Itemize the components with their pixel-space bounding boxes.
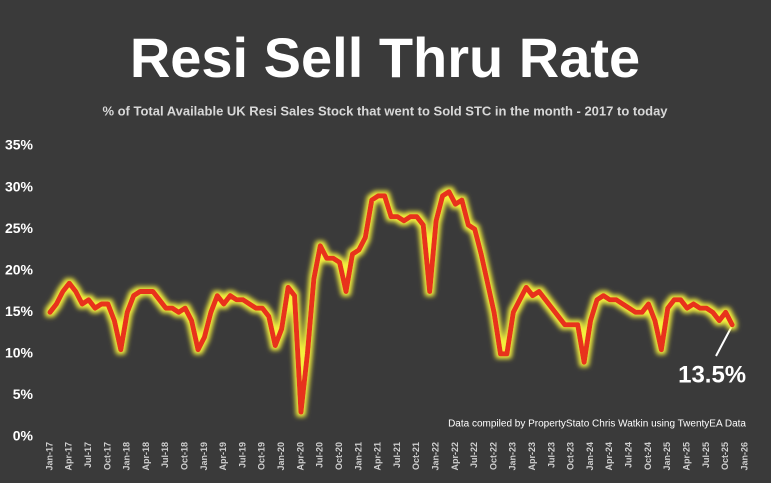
x-tick-label: Apr-24	[604, 442, 614, 471]
y-tick-label: 0%	[13, 428, 34, 444]
x-tick-label: Oct-23	[566, 442, 576, 470]
x-tick-label: Apr-23	[527, 442, 537, 471]
x-tick-label: Jan-21	[353, 442, 363, 471]
chart-subtitle: % of Total Available UK Resi Sales Stock…	[102, 103, 668, 118]
x-tick-label: Apr-18	[141, 442, 151, 471]
x-tick-label: Jul-19	[237, 442, 247, 468]
value-label: 13.5%	[678, 361, 746, 388]
x-tick-label: Oct-22	[488, 442, 498, 470]
x-tick-label: Oct-19	[257, 442, 267, 470]
x-tick-label: Jul-23	[546, 442, 556, 468]
x-tick-label: Oct-24	[643, 442, 653, 470]
x-tick-label: Jul-20	[315, 442, 325, 468]
y-tick-label: 30%	[5, 178, 34, 194]
x-tick-label: Oct-17	[102, 442, 112, 470]
x-tick-label: Jan-25	[662, 442, 672, 471]
x-tick-label: Oct-21	[411, 442, 421, 470]
x-tick-label: Apr-20	[295, 442, 305, 471]
x-tick-label: Jan-26	[739, 442, 749, 471]
x-tick-label: Jul-22	[469, 442, 479, 468]
data-line	[47, 189, 735, 415]
y-tick-label: 10%	[5, 345, 34, 361]
x-tick-label: Jan-17	[44, 442, 54, 471]
x-tick-label: Jul-21	[392, 442, 402, 468]
x-tick-label: Jul-17	[83, 442, 93, 468]
y-tick-label: 5%	[13, 386, 34, 402]
x-tick-label: Apr-19	[218, 442, 228, 471]
x-tick-label: Apr-21	[373, 442, 383, 471]
y-tick-label: 35%	[5, 137, 34, 153]
x-tick-label: Apr-22	[450, 442, 460, 471]
x-tick-label: Oct-20	[334, 442, 344, 470]
x-tick-label: Oct-25	[720, 442, 730, 470]
source-note: Data compiled by PropertyStato Chris Wat…	[448, 419, 746, 430]
x-tick-label: Oct-18	[180, 442, 190, 470]
x-tick-label: Jan-22	[430, 442, 440, 471]
x-tick-label: Apr-25	[681, 442, 691, 471]
plot-area: 0% 5% 10% 15% 20% 25% 30% 35% Jan-17 Apr-17 Jul-17…	[5, 137, 749, 471]
x-tick-label: Jan-23	[508, 442, 518, 471]
x-tick-label: Jul-25	[701, 442, 711, 468]
x-tick-label: Jan-24	[585, 442, 595, 471]
y-tick-label: 15%	[5, 303, 34, 319]
y-tick-label: 25%	[5, 220, 34, 236]
x-tick-label: Jul-24	[624, 442, 634, 468]
x-tick-label: Apr-17	[64, 442, 74, 471]
x-tick-label: Jan-18	[122, 442, 132, 471]
chart-title: Resi Sell Thru Rate	[130, 26, 640, 89]
x-tick-label: Jan-20	[276, 442, 286, 471]
x-tick-label: Jan-19	[199, 442, 209, 471]
annotation-pointer	[715, 323, 734, 357]
y-tick-label: 20%	[5, 261, 34, 277]
x-tick-label: Jul-18	[160, 442, 170, 468]
